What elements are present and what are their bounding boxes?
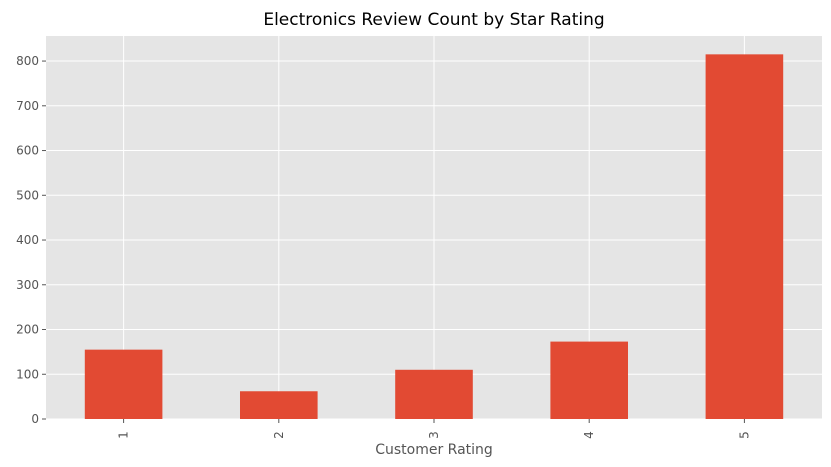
x-axis: 1 2 3 4 5 — [117, 419, 751, 439]
x-tick-label: 4 — [582, 431, 596, 439]
y-tick-label: 400 — [16, 233, 39, 247]
x-tick-label: 1 — [117, 431, 131, 439]
x-tick-label: 5 — [737, 431, 751, 439]
x-tick-label: 3 — [427, 431, 441, 439]
bar-4 — [550, 341, 628, 419]
x-axis-label: Customer Rating — [375, 442, 493, 458]
y-tick-label: 200 — [16, 323, 39, 337]
x-tick-label: 2 — [272, 431, 286, 439]
y-tick-label: 100 — [16, 367, 39, 381]
bar-2 — [240, 391, 318, 419]
y-tick-label: 500 — [16, 188, 39, 202]
y-axis: 0 100 200 300 400 500 600 700 800 — [16, 54, 46, 426]
bars — [84, 54, 784, 419]
y-tick-label: 700 — [16, 99, 39, 113]
bar-3 — [395, 369, 473, 419]
y-tick-label: 300 — [16, 278, 39, 292]
chart-title: Electronics Review Count by Star Rating — [263, 10, 604, 30]
bar-1 — [84, 349, 163, 419]
bar-5 — [705, 54, 784, 419]
y-tick-label: 0 — [31, 412, 39, 426]
y-tick-label: 800 — [16, 54, 39, 68]
y-tick-label: 600 — [16, 144, 39, 158]
